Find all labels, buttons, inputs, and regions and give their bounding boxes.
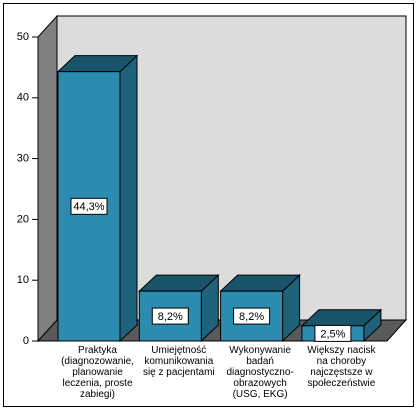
x-tick-label: Większy nacisk na choroby najczęstsze w … bbox=[307, 345, 376, 389]
x-tick-label: Umiejętność komunikowania się z pacjenta… bbox=[142, 345, 215, 378]
x-tick-label: Wykonywanie badań diagnostyczno-obrazowy… bbox=[226, 345, 294, 400]
value-label-box bbox=[151, 307, 189, 325]
value-label: 44,3% bbox=[73, 201, 104, 213]
y-tick-label: 20 bbox=[17, 213, 29, 225]
bar-side bbox=[119, 54, 138, 343]
x-tick-label: Praktyka (diagnozowanie, planowanie lecz… bbox=[61, 345, 134, 400]
value-label: 8,2% bbox=[239, 311, 264, 323]
value-label: 8,2% bbox=[158, 311, 183, 323]
value-label-box bbox=[70, 197, 108, 215]
value-label-box bbox=[314, 324, 352, 342]
y-tick-label: 0 bbox=[23, 335, 29, 347]
y-tick-label: 50 bbox=[17, 31, 29, 43]
value-label: 2,5% bbox=[320, 328, 345, 340]
y-tick-label: 10 bbox=[17, 274, 29, 286]
y-tick-label: 30 bbox=[17, 153, 29, 165]
side-wall bbox=[37, 14, 58, 343]
y-tick-label: 40 bbox=[17, 92, 29, 104]
value-label-box bbox=[233, 307, 271, 325]
